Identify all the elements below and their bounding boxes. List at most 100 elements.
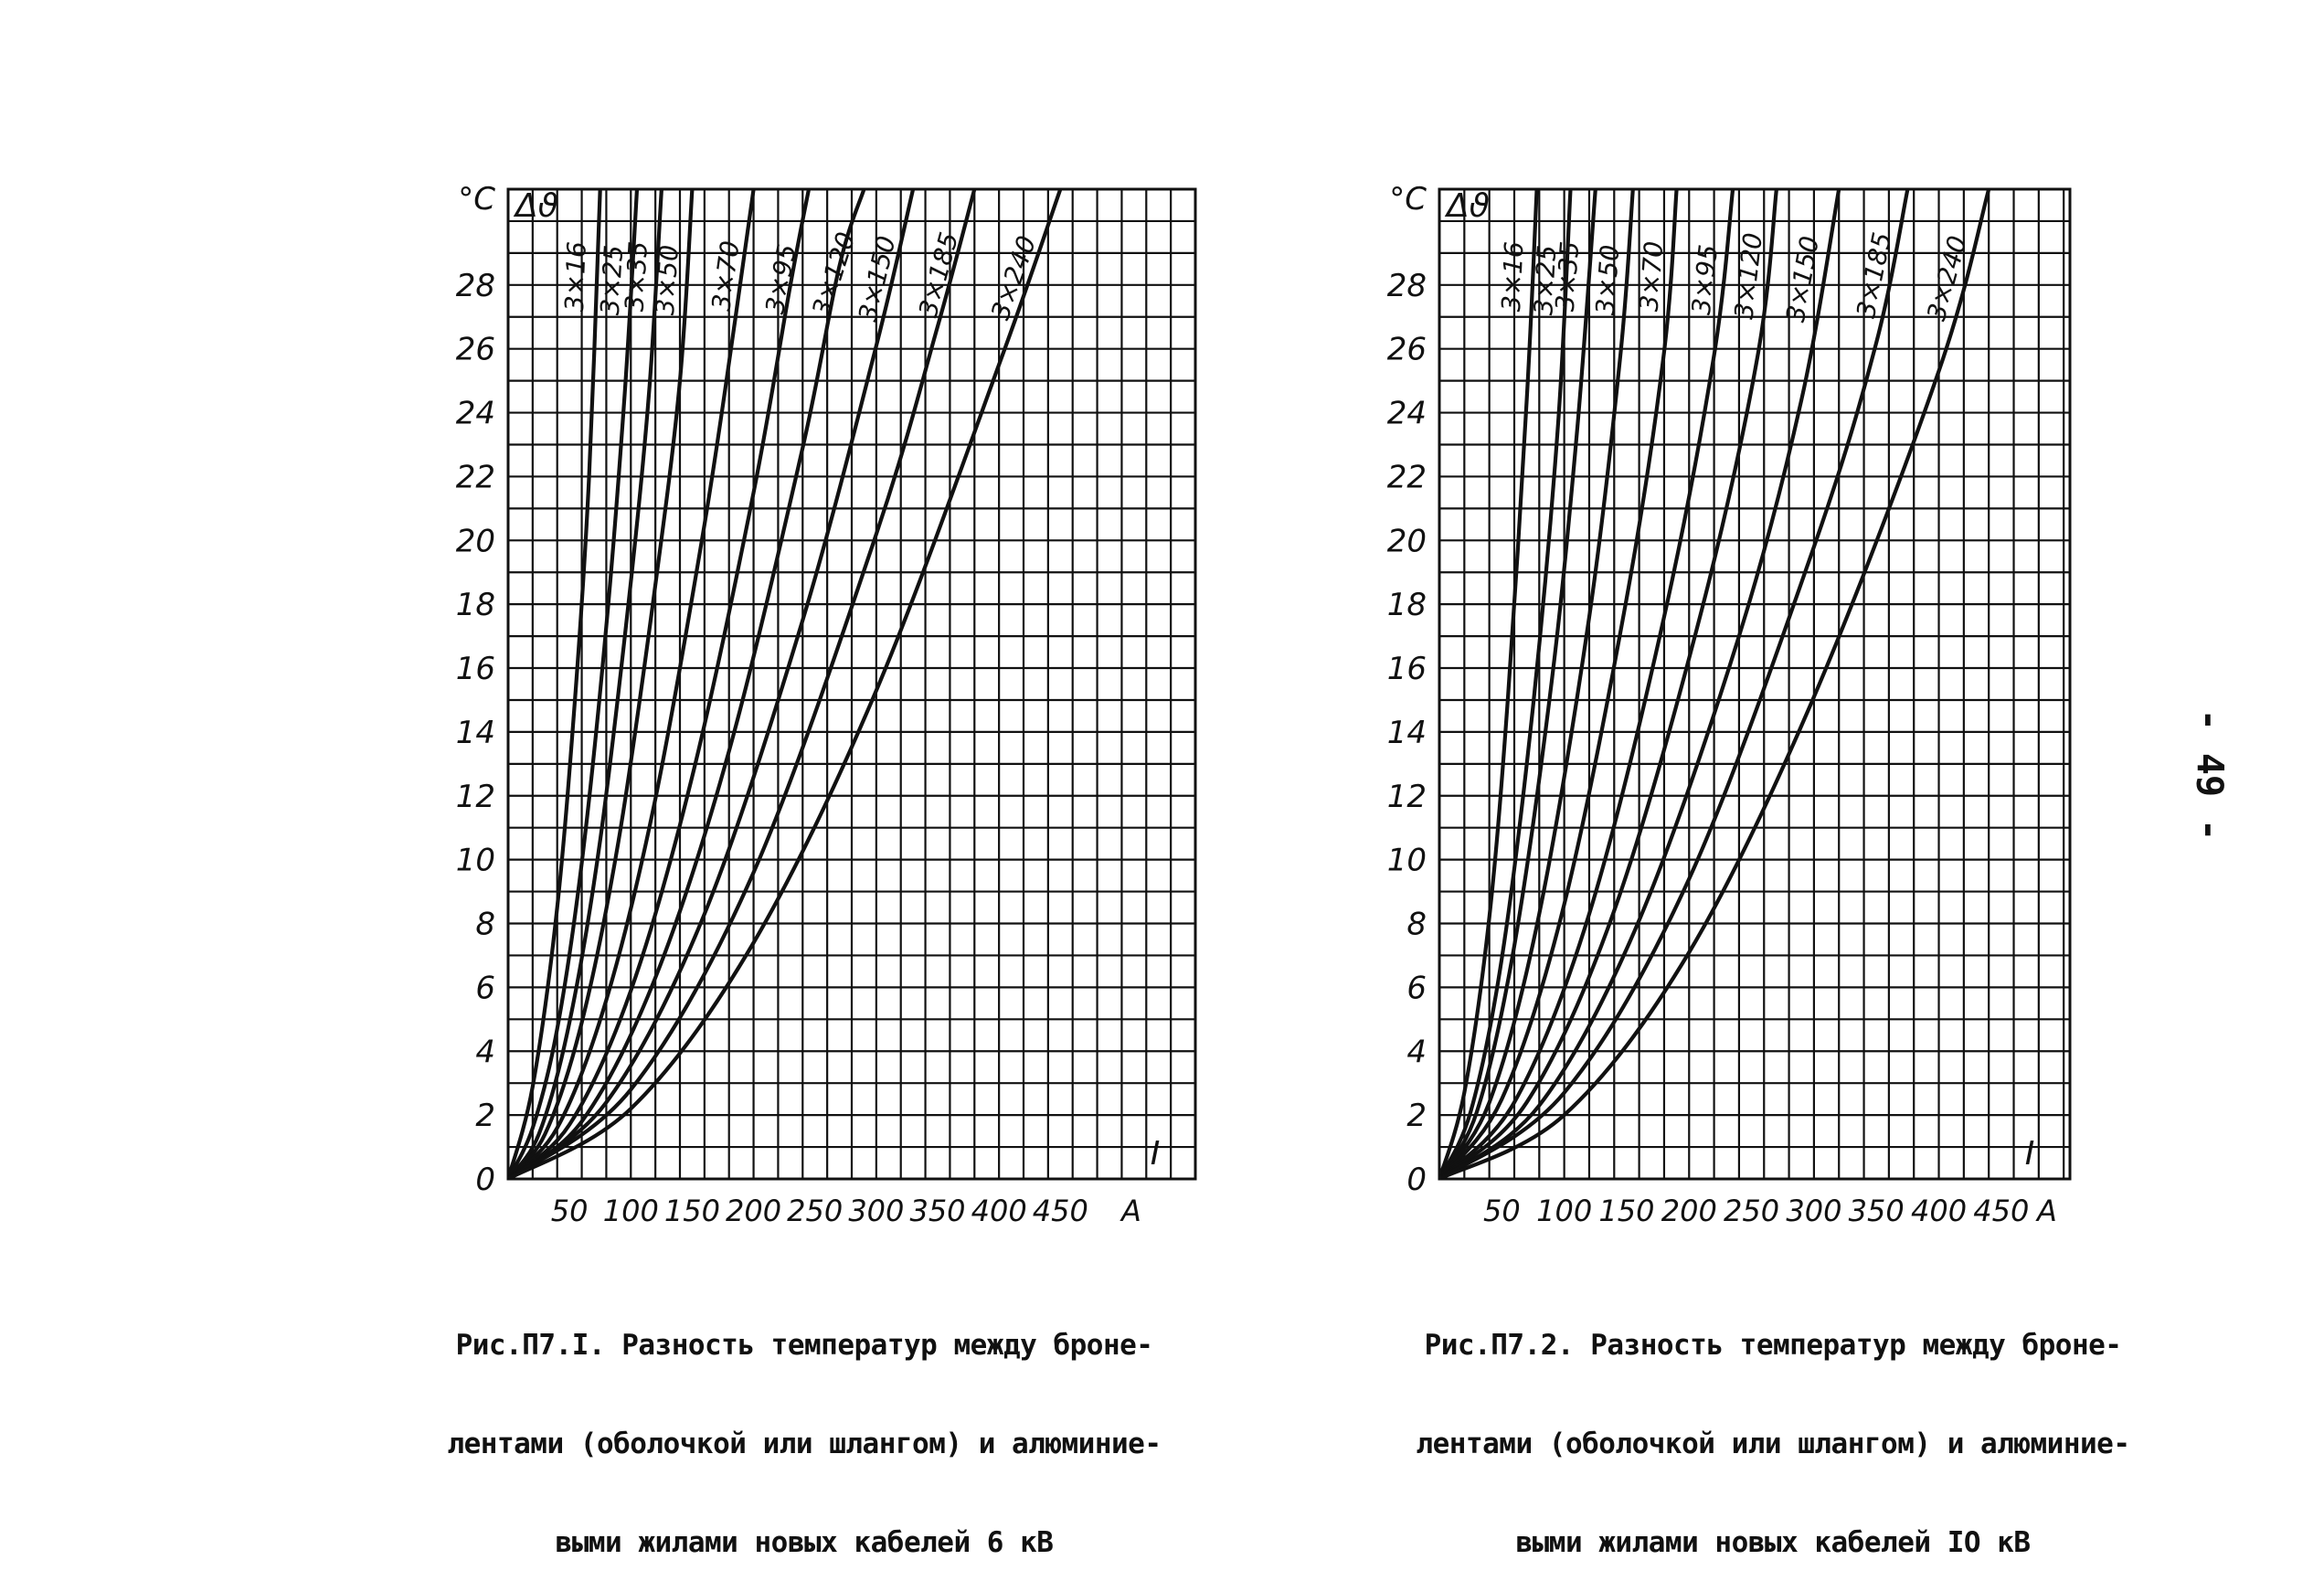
- y-tick-label: 4: [1406, 1034, 1427, 1070]
- series-curve-3×16: [1439, 189, 1539, 1179]
- y-unit-label: °C: [458, 181, 495, 218]
- series-label: 3×25: [1528, 244, 1562, 316]
- plot-frame: [1438, 187, 2072, 1181]
- caption-line-3: выми жилами новых кабелей IO кВ: [1515, 1526, 2031, 1559]
- x-tick-label: 400: [971, 1194, 1027, 1228]
- y-tick-label: 2: [1406, 1098, 1427, 1134]
- y-tick-label: 28: [456, 268, 495, 304]
- x-tick-label: 200: [726, 1194, 781, 1228]
- y-tick-label: 20: [456, 523, 495, 559]
- y-tick-label: 22: [1387, 459, 1427, 495]
- y-tick-label: 14: [456, 715, 495, 751]
- series-curve-3×95: [508, 189, 812, 1179]
- x-tick-label: 350: [1849, 1194, 1905, 1228]
- y-tick-label: 0: [475, 1162, 495, 1198]
- x-tick-label: 100: [603, 1194, 659, 1228]
- y-tick-label: 18: [1387, 587, 1427, 623]
- y-tick-label: 16: [456, 651, 495, 687]
- x-tick-label: 150: [664, 1194, 720, 1228]
- y-tick-label: 14: [1387, 715, 1427, 751]
- caption-line-1: Рис.П7.I. Разность температур между брон…: [455, 1329, 1153, 1362]
- x-tick-label: 200: [1661, 1194, 1717, 1228]
- series-label: 3×120: [806, 228, 861, 320]
- chart-right-caption: Рис.П7.2. Разность температур между брон…: [1316, 1263, 2230, 1592]
- series-label: 3×25: [595, 244, 630, 316]
- series-label: 3×35: [1550, 240, 1586, 313]
- plot-frame: [506, 187, 1197, 1181]
- x-tick-label: 50: [551, 1194, 589, 1228]
- series-label: 3×185: [913, 229, 964, 321]
- series-curve-3×120: [508, 189, 866, 1179]
- series-label: 3×16: [1496, 240, 1530, 312]
- y-tick-label: 12: [1387, 779, 1427, 815]
- x-tick-label: 100: [1536, 1194, 1592, 1228]
- series-curve-3×150: [508, 189, 916, 1179]
- y-tick-label: 24: [456, 396, 495, 432]
- y-tick-label: 0: [1406, 1162, 1427, 1198]
- series-curve-3×35: [1439, 189, 1597, 1179]
- series-curve-3×16: [508, 189, 602, 1179]
- y-tick-label: 10: [456, 843, 495, 879]
- series-curves: [1439, 189, 1991, 1179]
- y-tick-label: 6: [475, 970, 495, 1006]
- series-label: 3×70: [1634, 240, 1670, 313]
- x-unit-label: А: [1120, 1194, 1141, 1228]
- page-number: - 49 -: [2188, 708, 2231, 842]
- series-label: 3×16: [559, 241, 592, 313]
- y-tick-label: 12: [456, 779, 495, 815]
- y-tick-label: 20: [1387, 523, 1427, 559]
- series-curve-3×70: [1439, 189, 1679, 1179]
- y-tick-label: 28: [1387, 268, 1427, 304]
- caption-line-2: лентами (оболочкой или шлангом) и алюмин…: [1416, 1427, 2130, 1460]
- y-tick-label: 18: [456, 587, 495, 623]
- y-axis-variable: Δϑ: [1444, 187, 1490, 225]
- x-axis-variable: I: [1151, 1135, 1161, 1173]
- y-tick-label: 10: [1387, 843, 1427, 879]
- grid: [508, 189, 1195, 1179]
- x-tick-label: 300: [1786, 1194, 1841, 1228]
- series-curve-3×25: [1439, 189, 1573, 1179]
- x-axis-variable: I: [2025, 1135, 2035, 1173]
- caption-line-3: выми жилами новых кабелей 6 кВ: [555, 1526, 1054, 1559]
- x-unit-label: А: [2035, 1194, 2057, 1228]
- y-tick-label: 8: [475, 907, 495, 943]
- series-label: 3×50: [1590, 244, 1626, 316]
- series-curve-3×70: [508, 189, 756, 1179]
- y-tick-label: 26: [456, 332, 495, 368]
- series-curve-3×50: [1439, 189, 1635, 1179]
- series-curves: [508, 189, 1063, 1179]
- y-tick-label: 4: [475, 1034, 495, 1070]
- series-curve-3×185: [1439, 189, 1910, 1179]
- x-tick-label: 300: [848, 1194, 904, 1228]
- caption-line-2: лентами (оболочкой или шлангом) и алюмин…: [447, 1427, 1162, 1460]
- x-tick-label: 350: [909, 1194, 965, 1228]
- y-tick-label: 26: [1387, 332, 1427, 368]
- y-tick-label: 24: [1387, 396, 1427, 432]
- y-axis-variable: Δϑ: [513, 187, 558, 225]
- series-label: 3×120: [1729, 231, 1768, 321]
- series-curve-3×150: [1439, 189, 1841, 1179]
- y-tick-label: 8: [1406, 907, 1427, 943]
- caption-line-1: Рис.П7.2. Разность температур между брон…: [1424, 1329, 2122, 1362]
- series-curve-3×240: [508, 189, 1063, 1179]
- x-tick-label: 450: [1973, 1194, 2029, 1228]
- x-tick-label: 150: [1598, 1194, 1654, 1228]
- series-curve-3×95: [1439, 189, 1735, 1179]
- series-curve-3×185: [508, 189, 977, 1179]
- series-curve-3×25: [508, 189, 640, 1179]
- series-curve-3×240: [1439, 189, 1991, 1179]
- series-label: 3×35: [620, 240, 654, 313]
- x-tick-label: 250: [1724, 1194, 1779, 1228]
- chart-left-caption: Рис.П7.I. Разность температур между брон…: [347, 1263, 1261, 1592]
- series-curve-3×35: [508, 189, 663, 1179]
- y-unit-label: °C: [1389, 181, 1427, 218]
- x-tick-label: 400: [1911, 1194, 1967, 1228]
- x-tick-label: 250: [787, 1194, 843, 1228]
- series-curve-3×120: [1439, 189, 1778, 1179]
- series-label: 3×50: [650, 244, 684, 316]
- series-curve-3×50: [508, 189, 695, 1179]
- x-tick-label: 450: [1033, 1194, 1088, 1228]
- y-tick-label: 22: [456, 459, 495, 495]
